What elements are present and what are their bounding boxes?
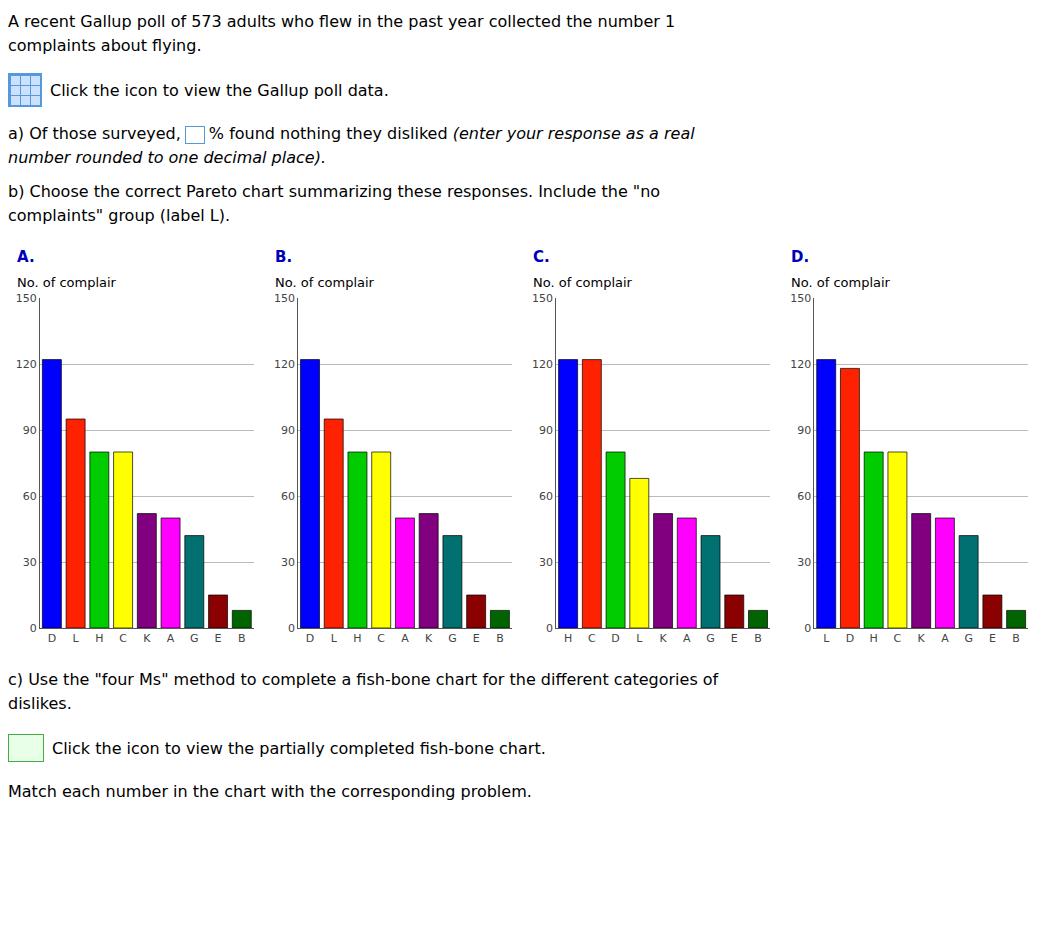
svg-text:60: 60 [281,490,295,503]
svg-text:0: 0 [804,622,811,635]
svg-text:150: 150 [274,292,295,305]
svg-text:150: 150 [790,292,811,305]
svg-text:A: A [941,632,949,645]
svg-text:A.: A. [17,248,35,266]
html-text:dislikes.: dislikes. [8,694,72,713]
svg-text:H: H [564,632,572,645]
svg-text:E: E [731,632,738,645]
svg-text:A: A [683,632,691,645]
svg-text:E: E [989,632,996,645]
svg-text:B: B [496,632,504,645]
svg-text:H: H [353,632,361,645]
html-text:Click the icon to view the Gal: Click the icon to view the Gallup poll d… [50,80,389,100]
html-text:Match each number in the chart: Match each number in the chart with the … [8,782,532,801]
html-text:complaints" group (label L).: complaints" group (label L). [8,206,230,225]
svg-text:D: D [306,632,314,645]
svg-text:C: C [119,632,127,645]
svg-text:B: B [238,632,246,645]
svg-text:120: 120 [16,358,37,371]
svg-text:B.: B. [275,248,292,266]
svg-text:C: C [377,632,385,645]
svg-text:30: 30 [23,556,37,569]
svg-text:C: C [588,632,596,645]
svg-text:30: 30 [539,556,553,569]
svg-text:C: C [894,632,902,645]
html-text:A recent Gallup poll of 573 ad: A recent Gallup poll of 573 adults who f… [8,12,676,31]
svg-text:D: D [48,632,56,645]
svg-text:B: B [1012,632,1020,645]
svg-text:L: L [823,632,830,645]
html-text:number rounded to one decimal: number rounded to one decimal place). [8,148,326,167]
html-text:b) Choose the correct Pareto c: b) Choose the correct Pareto chart summa… [8,182,661,201]
svg-text:L: L [331,632,338,645]
svg-text:A: A [167,632,175,645]
svg-text:E: E [215,632,222,645]
svg-text:90: 90 [23,424,37,437]
svg-text:H: H [870,632,878,645]
svg-text:G: G [190,632,199,645]
svg-text:90: 90 [797,424,811,437]
svg-text:A: A [401,632,409,645]
svg-text:L: L [73,632,80,645]
svg-text:K: K [425,632,433,645]
svg-text:120: 120 [274,358,295,371]
svg-text:G: G [964,632,973,645]
svg-text:150: 150 [16,292,37,305]
svg-text:No. of complair: No. of complair [275,275,375,290]
svg-text:90: 90 [539,424,553,437]
svg-text:90: 90 [281,424,295,437]
svg-text:150: 150 [532,292,553,305]
svg-text:B: B [754,632,762,645]
svg-text:120: 120 [532,358,553,371]
svg-text:K: K [659,632,667,645]
svg-text:60: 60 [797,490,811,503]
svg-text:0: 0 [30,622,37,635]
svg-text:0: 0 [288,622,295,635]
svg-text:E: E [473,632,480,645]
svg-text:C.: C. [533,248,550,266]
svg-text:G: G [706,632,715,645]
svg-text:0: 0 [546,622,553,635]
svg-text:No. of complair: No. of complair [533,275,633,290]
svg-text:K: K [918,632,926,645]
svg-text:L: L [636,632,643,645]
html-text:% found nothing they disliked: % found nothing they disliked (enter you… [208,124,695,143]
svg-text:120: 120 [790,358,811,371]
html-text:a) Of those surveyed,: a) Of those surveyed, [8,124,181,143]
svg-text:No. of complair: No. of complair [791,275,891,290]
svg-text:30: 30 [281,556,295,569]
svg-text:G: G [448,632,457,645]
html-text:c) Use the "four Ms" method to: c) Use the "four Ms" method to complete … [8,670,719,689]
svg-text:D.: D. [791,248,809,266]
svg-text:H: H [95,632,103,645]
svg-text:D: D [846,632,854,645]
svg-text:60: 60 [539,490,553,503]
html-text:Click the icon to view the par: Click the icon to view the partially com… [52,738,546,758]
svg-text:60: 60 [23,490,37,503]
svg-text:No. of complair: No. of complair [17,275,117,290]
html-text:complaints about flying.: complaints about flying. [8,36,202,55]
svg-text:K: K [143,632,151,645]
svg-text:30: 30 [797,556,811,569]
svg-text:D: D [611,632,619,645]
